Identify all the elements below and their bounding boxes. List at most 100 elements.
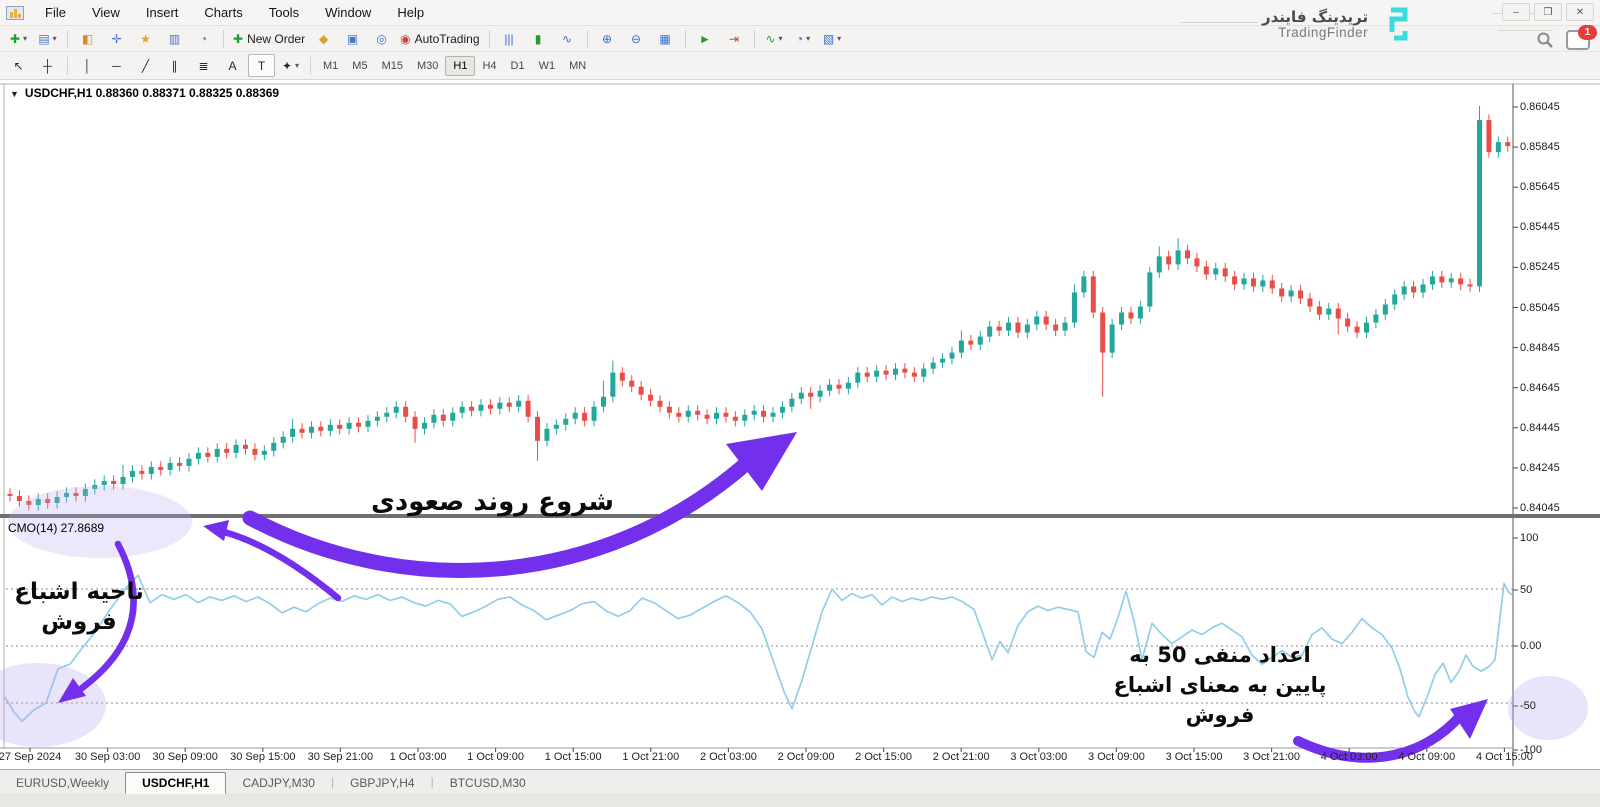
expert-advisors-button[interactable]: ◆ <box>310 27 337 50</box>
signals-button[interactable]: ◎ <box>368 27 395 50</box>
chart-shift-button[interactable]: ⇥ <box>721 27 748 50</box>
tile-windows-button[interactable]: ▦ <box>652 27 679 50</box>
bar-chart-mode-icon: ||| <box>504 31 514 46</box>
timeframe-m1[interactable]: M1 <box>323 59 339 72</box>
new-order-button[interactable]: ✚ New Order <box>230 27 308 50</box>
dropdown-caret-icon[interactable]: ▾ <box>837 33 842 43</box>
minimize-button[interactable]: – <box>1502 3 1530 21</box>
chart-tab-cadjpy-m30[interactable]: CADJPY,M30 <box>242 776 315 790</box>
timeframe-d1[interactable]: D1 <box>510 59 525 72</box>
neg50-arrow <box>1293 711 1465 763</box>
channel-tool[interactable]: ∥ <box>161 54 188 77</box>
vertical-line-tool[interactable]: │ <box>74 54 101 77</box>
trendline-icon: ╱ <box>141 58 150 73</box>
time-axis-label: 27 Sep 2024 <box>0 751 62 763</box>
indicator-value-label: CMO(14) 27.8689 <box>8 521 105 535</box>
timeframe-h1[interactable]: H1 <box>445 55 476 76</box>
timeframe-m15[interactable]: M15 <box>381 59 403 72</box>
menu-tools[interactable]: Tools <box>268 5 300 20</box>
menu-file[interactable]: File <box>45 5 66 20</box>
crosshair-tool[interactable]: ┼ <box>34 54 61 77</box>
oversold-cmo-arrow-head <box>58 678 86 703</box>
close-button[interactable]: ✕ <box>1566 3 1594 21</box>
zoom-out-button[interactable]: ⊖ <box>623 27 650 50</box>
dropdown-caret-icon[interactable]: ▾ <box>806 33 811 43</box>
tradingfinder-brand: تریدینگ فایندر TradingFinder <box>1262 5 1418 45</box>
templates-button[interactable]: ▧ ▾ <box>819 27 846 50</box>
zoom-in-icon: ⊕ <box>601 31 613 46</box>
time-axis-label: 30 Sep 21:00 <box>307 751 374 763</box>
candlestick-mode-button[interactable]: ▮ <box>525 27 552 50</box>
brand-name-english: TradingFinder <box>1278 25 1369 41</box>
oversold-price-arrow <box>220 528 342 602</box>
time-axis-label: 1 Oct 09:00 <box>467 751 525 763</box>
annotation-below-minus50-oversold: اعداد منفی 50 به پایین به معنای اشباع فر… <box>1113 643 1327 727</box>
navigator-button[interactable]: ✛ <box>103 27 130 50</box>
zoom-in-button[interactable]: ⊕ <box>594 27 621 50</box>
chat-icon[interactable]: 1 <box>1566 25 1597 50</box>
dropdown-caret-icon[interactable]: ▾ <box>295 60 300 70</box>
time-axis-label: 1 Oct 21:00 <box>622 751 680 763</box>
periods-button[interactable]: ◔ ▾ <box>790 27 817 50</box>
restore-button[interactable]: ❒ <box>1534 3 1562 21</box>
menu-insert[interactable]: Insert <box>145 5 179 20</box>
menu-help[interactable]: Help <box>397 5 425 20</box>
shapes-tool[interactable]: ✦ ▾ <box>277 54 304 77</box>
dropdown-caret-icon[interactable]: ▾ <box>52 33 57 43</box>
new-chart-button[interactable]: ✚ ▾ <box>5 27 32 50</box>
search-icon[interactable] <box>1536 31 1554 49</box>
timeframe-w1[interactable]: W1 <box>538 59 556 72</box>
auto-scroll-button[interactable]: ► <box>692 27 719 50</box>
symbol-header: ▼ USDCHF,H1 0.88360 0.88371 0.88325 0.883… <box>10 86 279 100</box>
highlight-cmo-oversold-right-ellipse <box>1508 676 1588 740</box>
line-chart-mode-button[interactable]: ∿ <box>554 27 581 50</box>
bar-chart-mode-button[interactable]: ||| <box>496 27 523 50</box>
cursor-icon: ↖ <box>13 58 24 73</box>
chart-tab-gbpjpy-h4[interactable]: GBPJPY,H4 <box>350 776 415 790</box>
menu-view[interactable]: View <box>91 5 120 20</box>
timeframe-m5[interactable]: M5 <box>352 59 368 72</box>
cursor-tool[interactable]: ↖ <box>5 54 32 77</box>
horizontal-line-tool[interactable]: ─ <box>103 54 130 77</box>
time-axis-label: 3 Oct 03:00 <box>1010 751 1068 763</box>
autotrading-button[interactable]: ◉ AutoTrading <box>397 27 482 50</box>
timeframe-mn[interactable]: MN <box>569 59 587 72</box>
uptrend-arrow <box>242 454 756 578</box>
toolbar-separator <box>684 29 686 48</box>
dropdown-caret-icon[interactable]: ▾ <box>23 33 28 43</box>
cmo-axis-label: 0.00 <box>1520 640 1542 652</box>
label-tool[interactable]: T <box>248 54 275 77</box>
fibonacci-tool[interactable]: ≣ <box>190 54 217 77</box>
chart-tab-usdchf-h1[interactable]: USDCHF,H1 <box>125 772 227 794</box>
expert-advisors-icon: ◆ <box>318 31 329 46</box>
history-center-button[interactable]: ◔ <box>190 27 217 50</box>
signals-icon: ◎ <box>376 31 387 46</box>
market-button[interactable]: ▣ <box>339 27 366 50</box>
data-window-button[interactable]: ▥ <box>161 27 188 50</box>
timeframe-m30[interactable]: M30 <box>416 59 439 72</box>
chart-shift-icon: ⇥ <box>728 31 740 46</box>
profiles-button[interactable]: ▤ ▾ <box>34 27 61 50</box>
timeframe-h4[interactable]: H4 <box>482 59 497 72</box>
price-axis-label: 0.84645 <box>1520 381 1560 394</box>
chart-tab-eurusd-weekly[interactable]: EURUSD,Weekly <box>16 776 110 790</box>
text-tool[interactable]: A <box>219 54 246 77</box>
chart-tab-btcusd-m30[interactable]: BTCUSD,M30 <box>449 776 526 790</box>
time-axis-label: 30 Sep 15:00 <box>230 751 296 763</box>
market-watch-button[interactable]: ◧ <box>74 27 101 50</box>
notification-badge: 1 <box>1578 25 1597 40</box>
oversold-cmo-arrow <box>78 540 137 692</box>
indicators-button[interactable]: ∿ ▾ <box>761 27 788 50</box>
navigator-icon: ✛ <box>111 31 122 46</box>
vertical-line-icon: │ <box>83 58 92 73</box>
menu-charts[interactable]: Charts <box>204 5 243 20</box>
chart-dropdown-icon[interactable]: ▼ <box>10 89 19 99</box>
dropdown-caret-icon[interactable]: ▾ <box>778 33 783 43</box>
zoom-out-icon: ⊖ <box>630 31 642 46</box>
brand-name-farsi: تریدینگ فایندر <box>1262 7 1369 26</box>
auto-scroll-icon: ► <box>699 31 711 46</box>
menu-window[interactable]: Window <box>325 5 372 20</box>
trendline-tool[interactable]: ╱ <box>132 54 159 77</box>
favorites-button[interactable]: ★ <box>132 27 159 50</box>
